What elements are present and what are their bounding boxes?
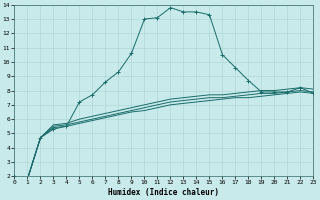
X-axis label: Humidex (Indice chaleur): Humidex (Indice chaleur)	[108, 188, 220, 197]
